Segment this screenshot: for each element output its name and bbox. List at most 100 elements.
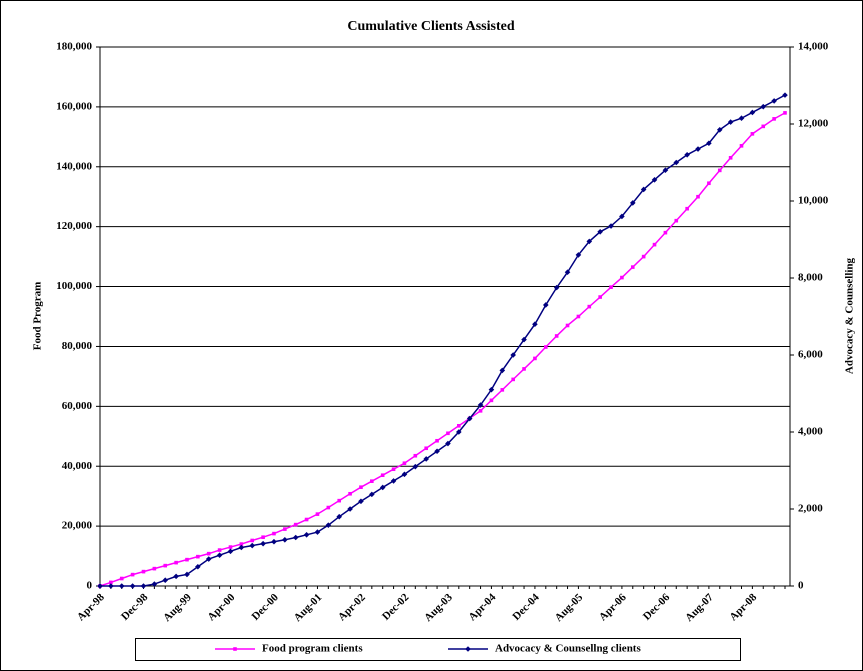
series-marker xyxy=(216,552,223,558)
series-marker xyxy=(370,479,374,483)
series-marker xyxy=(640,186,647,193)
series-marker xyxy=(586,238,593,245)
y-tick-label: 180,000 xyxy=(56,41,92,53)
series-marker xyxy=(761,124,766,129)
y2-tick-label: 10,000 xyxy=(798,195,829,207)
series-marker xyxy=(533,356,537,361)
y-tick-label: 100,000 xyxy=(56,280,92,292)
series-marker xyxy=(446,431,450,436)
series-marker xyxy=(227,548,234,555)
series-marker xyxy=(760,103,767,110)
series-marker xyxy=(238,544,245,551)
series-marker xyxy=(499,367,506,374)
series-marker xyxy=(249,542,256,549)
series-marker xyxy=(283,527,287,531)
series-marker xyxy=(325,522,332,528)
series-marker xyxy=(727,119,734,125)
series-marker xyxy=(347,506,353,512)
series-line xyxy=(99,112,786,587)
series-marker xyxy=(228,545,233,549)
series-marker xyxy=(424,446,428,451)
series-marker xyxy=(717,168,722,173)
series-marker xyxy=(783,111,787,115)
series-marker xyxy=(390,478,397,484)
series-marker xyxy=(706,140,712,147)
legend-label: Advocacy & Counsellng clients xyxy=(495,643,641,655)
series-marker xyxy=(696,194,700,199)
series-marker xyxy=(184,571,190,578)
series-marker xyxy=(337,498,342,503)
legend-label: Food program clients xyxy=(262,643,363,655)
series-marker xyxy=(434,448,440,455)
series-marker xyxy=(521,336,527,343)
series-marker xyxy=(685,206,689,211)
series-marker xyxy=(271,538,277,545)
series-marker xyxy=(750,132,755,136)
y2-tick-label: 14,000 xyxy=(798,41,829,53)
series-marker xyxy=(195,563,201,570)
series-marker xyxy=(511,377,515,382)
series-marker xyxy=(456,429,462,435)
series-marker xyxy=(152,566,157,571)
y-tick-label: 140,000 xyxy=(56,160,92,172)
series-marker xyxy=(576,314,581,319)
series-marker xyxy=(445,440,451,447)
series-marker xyxy=(673,159,680,166)
series-marker xyxy=(716,126,723,133)
series-marker xyxy=(174,560,178,565)
series-marker xyxy=(564,269,571,276)
series-marker xyxy=(292,534,299,541)
series-marker xyxy=(662,167,669,173)
series-marker xyxy=(206,551,211,556)
series-marker xyxy=(674,218,679,223)
series-marker xyxy=(196,554,200,559)
series-marker xyxy=(651,177,658,183)
series-marker xyxy=(260,540,266,547)
y-tick-label: 160,000 xyxy=(56,100,92,112)
series-marker xyxy=(620,275,624,280)
series-marker xyxy=(652,242,657,247)
y-tick-label: 20,000 xyxy=(62,520,93,532)
series-marker xyxy=(369,491,375,498)
series-marker xyxy=(119,576,124,581)
series-marker xyxy=(163,563,168,568)
series-marker xyxy=(510,352,516,358)
series-marker xyxy=(489,398,494,403)
series-marker xyxy=(739,144,744,148)
series-marker xyxy=(738,115,745,122)
series-marker xyxy=(348,491,352,496)
series-marker xyxy=(108,583,114,589)
series-marker xyxy=(239,542,244,546)
series-marker xyxy=(412,463,419,470)
series-marker xyxy=(141,569,146,574)
series-marker xyxy=(380,473,385,478)
y2-tick-label: 2,000 xyxy=(798,503,823,515)
y-axis-title: Food Program xyxy=(32,282,44,351)
series-marker xyxy=(282,537,288,543)
series-marker xyxy=(728,155,733,160)
series-marker xyxy=(401,471,408,478)
series-marker xyxy=(358,498,364,505)
series-marker xyxy=(707,181,711,186)
y-tick-label: 40,000 xyxy=(62,460,93,472)
series-marker xyxy=(391,467,396,472)
series-marker xyxy=(162,577,169,584)
series-marker xyxy=(457,423,461,428)
series-marker xyxy=(130,572,135,577)
y-tick-label: 120,000 xyxy=(56,220,92,232)
series-marker xyxy=(478,409,483,413)
series-marker xyxy=(543,345,548,349)
series-marker xyxy=(326,505,331,510)
series-marker xyxy=(488,386,495,393)
series-marker xyxy=(118,583,125,589)
series-marker xyxy=(771,98,777,104)
legend-marker xyxy=(465,646,471,652)
series-marker xyxy=(261,535,265,539)
series-marker xyxy=(336,513,343,520)
series-marker xyxy=(272,531,276,536)
series-marker xyxy=(565,323,570,328)
series-marker xyxy=(575,252,582,258)
series-marker xyxy=(553,284,560,291)
series-marker xyxy=(608,223,614,229)
